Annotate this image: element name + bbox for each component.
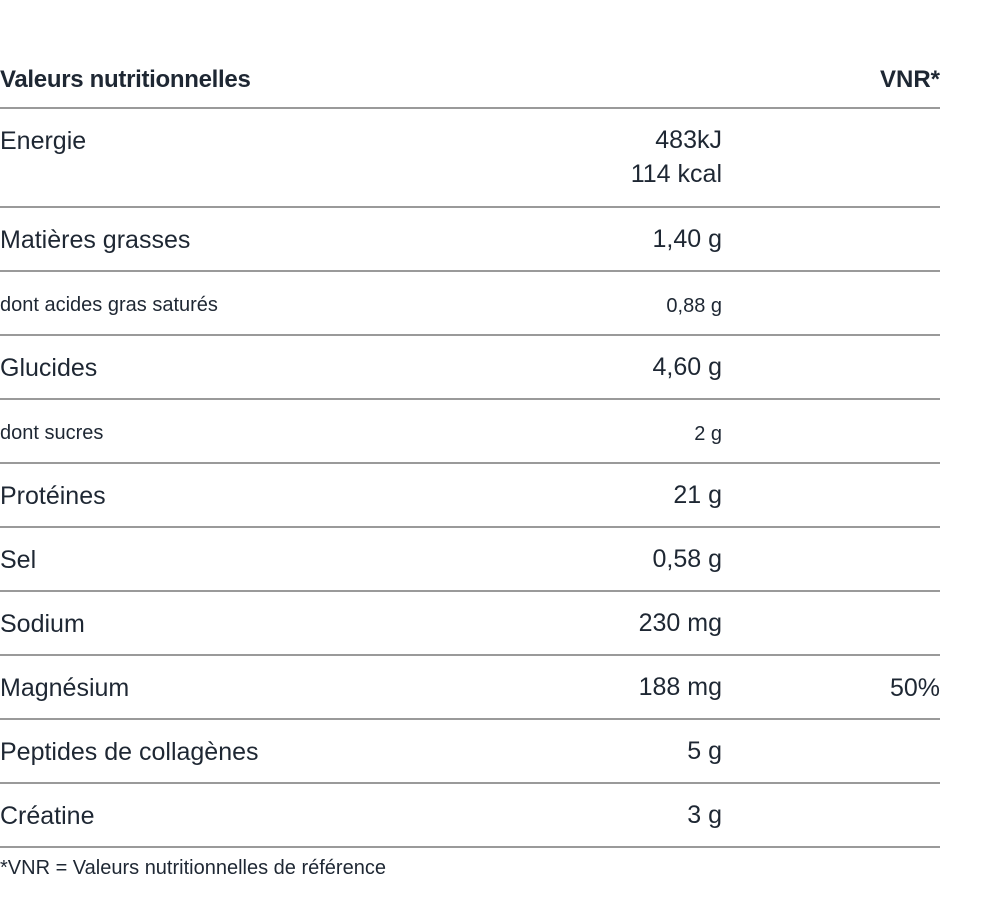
nutrient-value: 0,58 g xyxy=(652,542,722,576)
value-line: 21 g xyxy=(673,481,722,509)
value-line: 483kJ xyxy=(655,126,722,154)
nutrition-table: Valeurs nutritionnelles VNR* Energie 483… xyxy=(0,60,940,848)
nutrient-value: 2 g xyxy=(694,422,722,446)
table-row: Sel 0,58 g xyxy=(0,528,940,592)
nutrient-name: dont sucres xyxy=(0,422,104,444)
nutrient-value: 3 g xyxy=(687,798,722,832)
table-row: dont sucres 2 g xyxy=(0,400,940,464)
header-title: Valeurs nutritionnelles xyxy=(0,66,251,93)
nutrient-name: Matières grasses xyxy=(0,226,191,254)
nutrient-vnr: 50% xyxy=(889,674,940,702)
value-line: 0,58 g xyxy=(652,545,722,573)
table-row: Créatine 3 g xyxy=(0,784,940,848)
nutrient-name: dont acides gras saturés xyxy=(0,294,218,316)
table-row: Glucides 4,60 g xyxy=(0,336,940,400)
value-line: 2 g xyxy=(694,423,722,445)
header-vnr: VNR* xyxy=(879,66,940,93)
nutrient-value: 21 g xyxy=(673,478,722,512)
nutrient-name: Glucides xyxy=(0,354,98,382)
value-line-2: 114 kcal xyxy=(630,160,722,188)
footnote: *VNR = Valeurs nutritionnelles de référe… xyxy=(0,857,386,879)
nutrient-name: Sodium xyxy=(0,610,85,638)
nutrient-name: Magnésium xyxy=(0,674,130,702)
nutrient-value: 5 g xyxy=(687,734,722,768)
value-line: 1,40 g xyxy=(652,225,722,253)
table-row: Protéines 21 g xyxy=(0,464,940,528)
value-line: 230 mg xyxy=(638,609,722,637)
nutrient-value: 230 mg xyxy=(639,606,722,640)
value-line: 3 g xyxy=(687,801,722,829)
nutrient-name: Créatine xyxy=(0,802,95,830)
table-row: dont acides gras saturés 0,88 g xyxy=(0,272,940,336)
nutrient-name: Energie xyxy=(0,127,87,155)
table-row: Matières grasses 1,40 g xyxy=(0,208,940,272)
nutrient-value: 188 mg xyxy=(639,670,722,704)
table-header: Valeurs nutritionnelles VNR* xyxy=(0,60,940,109)
value-line: 188 mg xyxy=(638,673,722,701)
table-row: Peptides de collagènes 5 g xyxy=(0,720,940,784)
table-row: Magnésium 188 mg 50% xyxy=(0,656,940,720)
nutrient-value: 0,88 g xyxy=(666,294,722,318)
table-row: Sodium 230 mg xyxy=(0,592,940,656)
value-line: 5 g xyxy=(687,737,722,765)
nutrient-value: 4,60 g xyxy=(652,350,722,384)
table-body: Energie 483kJ 114 kcal Matières grasses 1… xyxy=(0,109,940,848)
nutrient-name: Protéines xyxy=(0,482,106,510)
nutrient-value: 1,40 g xyxy=(652,222,722,256)
nutrient-value: 483kJ 114 kcal xyxy=(631,123,722,191)
nutrient-name: Peptides de collagènes xyxy=(0,738,259,766)
value-line: 0,88 g xyxy=(666,295,722,317)
table-row: Energie 483kJ 114 kcal xyxy=(0,109,940,208)
value-line: 4,60 g xyxy=(652,353,722,381)
nutrient-name: Sel xyxy=(0,546,37,574)
